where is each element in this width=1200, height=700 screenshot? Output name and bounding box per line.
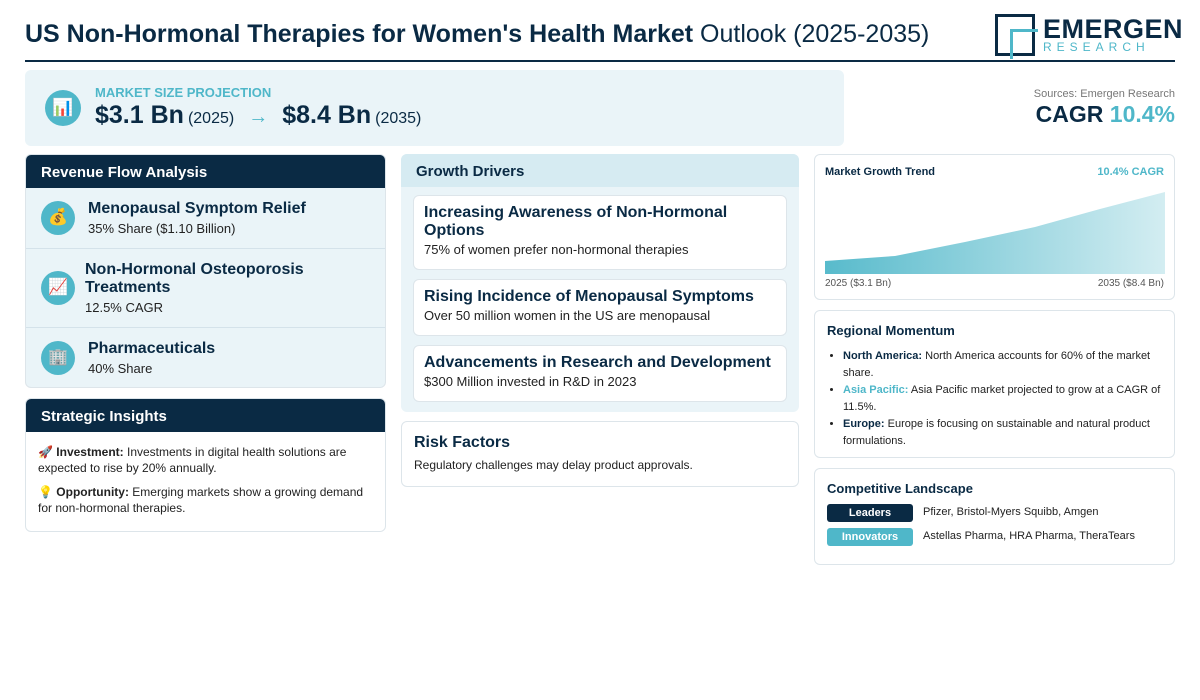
insight-label: Investment: [56,445,124,459]
insight-label: Opportunity: [56,485,129,499]
trend-start-label: 2025 ($3.1 Bn) [825,278,892,289]
market-size-values: $3.1 Bn (2025) → $8.4 Bn (2035) [95,101,421,130]
market-size-panel: 📊 MARKET SIZE PROJECTION $3.1 Bn (2025) → $… [25,70,844,146]
strategic-insights-card: Strategic Insights 🚀 Investment: Investm… [25,398,386,532]
revenue-item-sub: 35% Share ($1.10 Billion) [88,221,236,236]
leaders-badge: Leaders [827,504,913,522]
driver-item: Advancements in Research and Development… [413,345,787,402]
region-text: Asia Pacific market projected to grow at… [843,384,1161,413]
header: US Non-Hormonal Therapies for Women's He… [25,12,1183,62]
insight-text: Investments in digital health solutions … [38,445,347,475]
end-year: (2035) [375,110,422,127]
revenue-item-sub: 40% Share [88,361,153,376]
bar-chart-icon: 📊 [45,90,81,126]
competitive-landscape-card: Competitive Landscape Leaders Pfizer, Br… [814,468,1175,565]
emergen-logo: EMERGEN RESEARCH [995,14,1183,59]
risk-factors-card: Risk Factors Regulatory challenges may d… [401,421,799,487]
market-growth-trend-card: Market Growth Trend 10.4% CAGR 2025 ($3.… [814,154,1175,300]
start-year: (2025) [187,110,235,127]
competitor-names: Astellas Pharma, HRA Pharma, TheraTears [923,530,1135,542]
logo-mark-icon [995,14,1038,59]
strategic-insights-title: Strategic Insights [26,399,385,432]
region-text: Europe is focusing on sustainable and na… [843,418,1150,447]
lightbulb-icon: 💡 [38,485,53,499]
revenue-item-name: Menopausal Symptom Relief [88,200,306,217]
page-title-bold: US Non-Hormonal Therapies for Women's He… [25,20,694,48]
trend-title: Market Growth Trend [825,166,936,178]
cagr-display: CAGR 10.4% [1036,101,1175,128]
growth-drivers-title: Growth Drivers [401,154,799,187]
trend-end-label: 2035 ($8.4 Bn) [1097,278,1164,289]
regional-momentum-card: Regional Momentum North America: North A… [814,310,1175,458]
driver-desc: 75% of women prefer non-hormonal therapi… [424,242,689,257]
region-item: Asia Pacific: Asia Pacific market projec… [843,382,1162,416]
competitor-names: Pfizer, Bristol-Myers Squibb, Amgen [923,506,1099,518]
driver-title: Increasing Awareness of Non-Hormonal Opt… [424,204,728,239]
page-title-light: Outlook (2025-2035) [700,20,930,48]
start-value: $3.1 Bn [95,101,184,129]
competitive-title: Competitive Landscape [827,481,973,496]
driver-item: Rising Incidence of Menopausal Symptoms … [413,279,787,336]
cagr-label: CAGR [1035,101,1104,127]
innovators-badge: Innovators [827,528,913,546]
region-label: North America: [843,350,923,362]
insight-item: 💡 Opportunity: Emerging markets show a g… [38,484,373,516]
logo-sub-text: RESEARCH [1043,40,1150,54]
revenue-item-sub: 12.5% CAGR [85,300,164,315]
page-title: US Non-Hormonal Therapies for Women's He… [25,20,929,49]
revenue-item-name: Pharmaceuticals [88,340,216,357]
logo-main-text: EMERGEN [1043,14,1184,44]
revenue-flow-card: Revenue Flow Analysis 💰 Menopausal Sympt… [25,154,386,388]
trend-cagr: 10.4% CAGR [1097,166,1164,178]
arrow-right-icon: → [248,106,269,128]
region-text: North America accounts for 60% of the ma… [843,350,1151,379]
driver-desc: Over 50 million women in the US are meno… [424,308,711,323]
driver-title: Rising Incidence of Menopausal Symptoms [424,288,754,305]
regional-title: Regional Momentum [827,323,955,338]
growth-drivers-card: Growth Drivers Increasing Awareness of N… [401,154,799,412]
revenue-item: 💰 Menopausal Symptom Relief 35% Share ($… [26,188,385,249]
risk-title: Risk Factors [414,434,511,451]
region-label: Asia Pacific: [843,384,909,396]
rocket-icon: 🚀 [38,445,53,459]
driver-item: Increasing Awareness of Non-Hormonal Opt… [413,195,787,270]
driver-title: Advancements in Research and Development [424,354,771,371]
region-item: North America: North America accounts fo… [843,348,1162,382]
regional-list: North America: North America accounts fo… [827,348,1162,450]
revenue-flow-title: Revenue Flow Analysis [26,155,385,188]
driver-desc: $300 Million invested in R&D in 2023 [424,374,637,389]
revenue-item: 📈 Non-Hormonal Osteoporosis Treatments 1… [26,249,385,328]
cagr-value: 10.4% [1109,101,1175,127]
money-bag-icon: 💰 [41,201,75,235]
insight-text: Emerging markets show a growing demand f… [38,485,364,515]
trend-area [825,192,1165,274]
sources-text: Sources: Emergen Research [1033,88,1175,100]
revenue-item: 🏢 Pharmaceuticals 40% Share [26,328,385,387]
trend-area-chart [825,192,1165,274]
revenue-item-name: Non-Hormonal Osteoporosis Treatments [85,261,304,296]
trend-chart-icon: 📈 [41,271,75,305]
risk-desc: Regulatory challenges may delay product … [414,458,693,472]
market-size-label: MARKET SIZE PROJECTION [95,85,272,100]
insight-item: 🚀 Investment: Investments in digital hea… [38,444,373,476]
region-label: Europe: [843,418,885,430]
region-item: Europe: Europe is focusing on sustainabl… [843,416,1162,450]
building-icon: 🏢 [41,341,75,375]
end-value: $8.4 Bn [282,101,372,129]
